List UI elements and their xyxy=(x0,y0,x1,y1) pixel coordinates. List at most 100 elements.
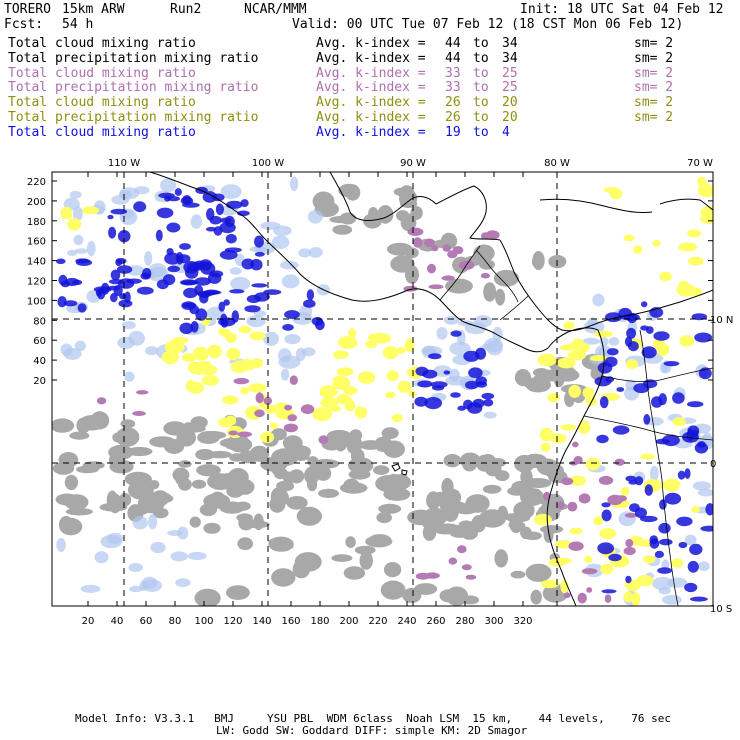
y-tick-label: 220 xyxy=(27,177,46,188)
cloud-cell xyxy=(424,238,435,248)
legend-to: 20 xyxy=(502,110,518,125)
cloud-cell xyxy=(450,392,461,398)
cloud-cell xyxy=(625,575,632,584)
cloud-cell xyxy=(238,325,252,334)
cloud-cell xyxy=(412,237,423,248)
cloud-cell xyxy=(607,348,619,356)
cloud-cell xyxy=(294,451,310,461)
cloud-cell xyxy=(354,545,376,555)
cloud-cell xyxy=(133,201,147,213)
cloud-cell xyxy=(480,272,490,279)
cloud-cell xyxy=(86,240,96,257)
cloud-cell xyxy=(645,417,664,426)
cloud-cell xyxy=(178,460,192,468)
legend-kindex: Avg. k-index = xyxy=(316,124,426,140)
cloud-cell xyxy=(414,396,428,407)
cloud-cell xyxy=(312,407,333,422)
cloud-cell xyxy=(569,475,587,486)
longitude-label: 90 W xyxy=(400,158,426,169)
cloud-cell xyxy=(364,340,378,349)
y-tick-label: 140 xyxy=(27,257,46,268)
cloud-cell xyxy=(578,493,591,504)
cloud-cell xyxy=(539,427,554,442)
cloud-cell xyxy=(393,187,412,197)
cloud-cell xyxy=(661,594,682,605)
cloud-cell xyxy=(442,244,452,252)
valid-time: Valid: 00 UTC Tue 07 Feb 12 (18 CST Mon … xyxy=(292,17,684,32)
cloud-cell xyxy=(284,310,300,319)
cloud-cell xyxy=(206,208,215,221)
cloud-cell xyxy=(339,212,357,225)
cloud-cell xyxy=(624,336,633,347)
cloud-cell xyxy=(182,202,200,208)
legend-field: Total precipitation mixing ratio xyxy=(8,50,259,66)
cloud-cell xyxy=(385,391,396,399)
cloud-cell xyxy=(537,353,557,367)
cloud-cell xyxy=(161,350,179,364)
cloud-cell xyxy=(667,577,688,588)
cloud-cell xyxy=(663,361,680,367)
cloud-cell xyxy=(110,293,118,303)
legend-from: 26 xyxy=(445,110,461,125)
cloud-cell xyxy=(189,516,201,528)
cloud-cell xyxy=(697,183,713,198)
border-central-america xyxy=(475,249,529,321)
legend-field: Total cloud mixing ratio xyxy=(8,36,196,51)
cloud-cell xyxy=(118,299,133,308)
cloud-cell xyxy=(568,384,581,398)
cloud-cell xyxy=(202,191,217,203)
cloud-cell xyxy=(700,205,713,220)
cloud-cell xyxy=(383,440,405,458)
cloud-cell xyxy=(485,230,500,240)
longitude-label: 110 W xyxy=(108,158,140,169)
cloud-cell xyxy=(110,269,121,281)
cloud-cell xyxy=(254,409,265,418)
cloud-cell xyxy=(383,562,402,578)
cloud-cell xyxy=(284,334,301,345)
coastlines xyxy=(149,172,713,606)
cloud-cell xyxy=(594,330,613,338)
legend-kindex: Avg. k-index = xyxy=(316,95,426,111)
cloud-cell xyxy=(76,417,91,434)
y-tick-label: 20 xyxy=(33,376,46,387)
cloud-cell xyxy=(156,207,174,219)
legend-to: 25 xyxy=(502,65,518,81)
cloud-cell xyxy=(678,242,698,252)
border-mexico-guatemala xyxy=(439,245,481,301)
legend-kindex: Avg. k-index = xyxy=(316,80,426,96)
cloud-cell xyxy=(203,522,221,534)
cloud-cell xyxy=(608,553,622,562)
cloud-cell xyxy=(603,187,619,193)
cloud-cell xyxy=(576,342,590,353)
cloud-cell xyxy=(567,350,586,361)
cloud-cell xyxy=(80,584,101,594)
x-tick-label: 20 xyxy=(82,616,95,627)
model-info-line2: LW: Godd SW: Goddard DIFF: simple KM: 2D… xyxy=(216,724,528,737)
cloud-cell xyxy=(312,191,335,211)
cloud-cell xyxy=(452,246,464,255)
cloud-cell xyxy=(525,377,551,393)
cloud-cell xyxy=(269,422,279,429)
x-tick-label: 240 xyxy=(397,616,416,627)
cloud-cell xyxy=(167,530,183,536)
cloud-cell xyxy=(237,537,253,551)
cloud-cell xyxy=(600,563,614,575)
cloud-cell xyxy=(694,442,709,454)
cloud-cell xyxy=(273,452,292,464)
lat-lon-grid xyxy=(52,172,713,606)
cloud-cell xyxy=(382,346,399,360)
cloud-cell xyxy=(230,360,248,373)
cloud-cell xyxy=(187,551,207,561)
cloud-cell xyxy=(560,424,577,431)
hispaniola-coast xyxy=(659,198,713,211)
cloud-cell xyxy=(556,366,577,378)
cloud-cell xyxy=(626,327,637,339)
cloud-cell xyxy=(142,267,152,279)
caribbean-coast xyxy=(499,239,713,332)
cloud-cell xyxy=(260,431,275,444)
legend-sm: sm= 2 xyxy=(634,80,674,96)
cloud-cell xyxy=(569,527,583,535)
x-tick-label: 300 xyxy=(484,616,503,627)
cloud-cell xyxy=(658,393,667,406)
cloud-cell xyxy=(684,582,698,593)
